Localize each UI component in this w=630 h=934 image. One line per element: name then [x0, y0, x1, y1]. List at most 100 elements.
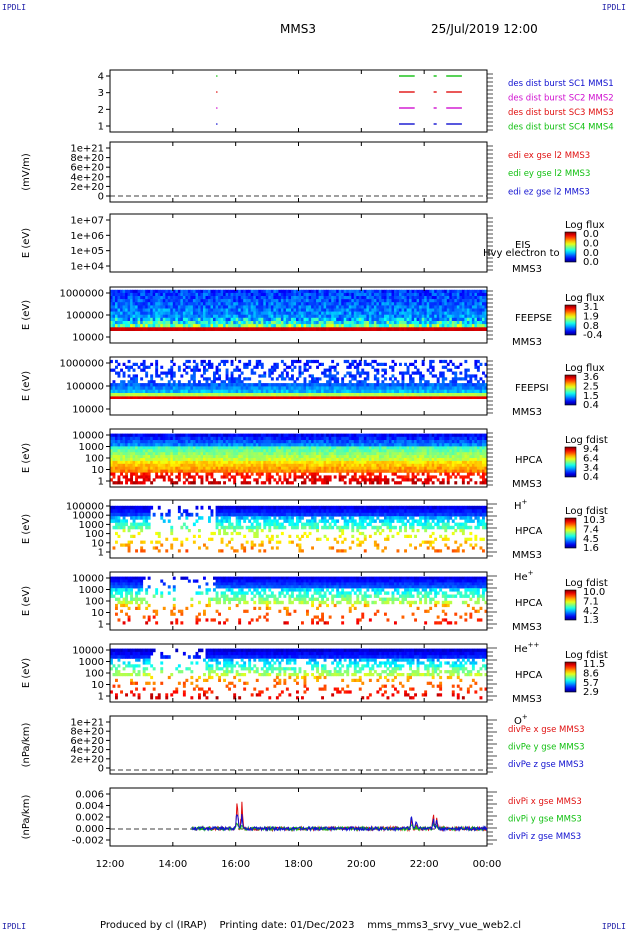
spectrogram-cell	[263, 311, 267, 315]
spectrogram-cell	[366, 389, 370, 394]
spectrogram-cell	[253, 455, 257, 459]
spectrogram-cell	[401, 317, 405, 322]
spectrogram-cell	[469, 299, 473, 303]
spectrogram-cell	[341, 436, 345, 441]
spectrogram-cell	[358, 389, 362, 394]
spectrogram-cell	[429, 452, 433, 456]
spectrogram-cell	[394, 324, 397, 328]
spectrogram-cell	[265, 305, 269, 309]
spectrogram-cell	[353, 433, 357, 438]
spectrogram-cell	[298, 469, 302, 473]
spectrogram-cell	[426, 380, 430, 384]
spectrogram-cell	[147, 311, 151, 315]
spectrogram-cell	[291, 302, 294, 306]
spectrogram-cell	[331, 460, 335, 465]
spectrogram-cell	[122, 324, 126, 328]
spectrogram-cell	[394, 393, 397, 397]
spectrogram-cell	[203, 446, 206, 450]
spectrogram-cell	[479, 296, 483, 300]
spectrogram-cell	[268, 469, 272, 473]
spectrogram-cell	[243, 308, 247, 312]
spectrogram-cell	[127, 458, 131, 462]
spectrogram-cell	[145, 436, 149, 441]
spectrogram-cell	[245, 314, 249, 319]
spectrogram-cell	[240, 324, 244, 328]
spectrogram-cell	[223, 469, 226, 473]
spectrogram-cell	[137, 452, 141, 456]
spectrogram-cell	[270, 317, 274, 322]
spectrogram-cell	[394, 452, 397, 456]
spectrogram-cell	[291, 374, 294, 378]
spectrogram-cell	[479, 443, 483, 447]
spectrogram-cell	[235, 433, 239, 438]
spectrogram-cell	[326, 386, 329, 390]
spectrogram-cell	[378, 314, 382, 319]
spectrogram-cell	[180, 469, 184, 473]
spectrogram-cell	[351, 433, 355, 438]
spectrogram-cell	[378, 443, 382, 447]
spectrogram-cell	[298, 324, 302, 328]
spectrogram-cell	[253, 317, 257, 322]
spectrogram-cell	[333, 449, 337, 453]
spectrogram-cell	[439, 302, 443, 306]
spectrogram-cell	[341, 380, 345, 384]
spectrogram-cell	[147, 380, 151, 384]
spectrogram-cell	[371, 446, 375, 450]
spectrogram-cell	[303, 440, 307, 444]
spectrogram-cell	[378, 460, 382, 465]
spectrogram-cell	[298, 305, 302, 309]
spectrogram-cell	[436, 386, 440, 390]
spectrogram-cell	[406, 317, 410, 322]
spectrogram-cell	[298, 458, 302, 462]
spectrogram-cell	[321, 455, 324, 459]
spectrogram-cell	[449, 308, 453, 312]
spectrogram-cell	[250, 302, 254, 306]
spectrogram-cell	[213, 433, 216, 438]
spectrogram-cell	[137, 463, 141, 467]
spectrogram-cell	[434, 455, 438, 459]
spectrogram-cell	[280, 389, 284, 394]
spectrogram-cell	[378, 463, 382, 467]
spectrogram-cell	[220, 443, 224, 447]
spectrogram-cell	[195, 433, 199, 438]
spectrogram-cell	[306, 292, 309, 297]
spectrogram-cell	[260, 446, 264, 450]
spectrogram-cell	[401, 380, 405, 384]
spectrogram-cell	[230, 359, 234, 364]
spectrogram-cell	[326, 317, 329, 322]
spectrogram-cell	[298, 289, 302, 294]
spectrogram-cell	[125, 305, 128, 309]
spectrogram-cell	[391, 368, 395, 372]
spectrogram-cell	[404, 292, 407, 297]
spectrogram-cell	[260, 317, 264, 322]
spectrogram-cell	[142, 292, 146, 297]
spectrogram-cell	[356, 393, 360, 397]
spectrogram-cell	[386, 302, 390, 306]
spectrogram-cell	[185, 359, 189, 364]
corner-label-top-left: IPDLI	[2, 3, 27, 12]
spectrogram-cell	[147, 440, 151, 444]
spectrogram-cell	[426, 296, 430, 300]
spectrogram-cell	[170, 305, 174, 309]
spectrogram-cell	[115, 463, 118, 467]
spectrogram-cell	[260, 302, 264, 306]
spectrogram-cell	[228, 321, 231, 325]
spectrogram-cell	[228, 292, 231, 297]
spectrogram-cell	[210, 292, 214, 297]
spectrogram-cell	[429, 289, 433, 294]
spectrogram-cell	[245, 308, 249, 312]
spectrogram-cell	[205, 317, 209, 322]
spectrogram-cell	[439, 436, 443, 441]
spectrogram-cell	[328, 458, 332, 462]
spectrogram-cell	[220, 302, 224, 306]
spectrogram-cell	[293, 321, 297, 325]
spectrogram-cell	[177, 289, 181, 294]
spectrogram-cell	[150, 466, 154, 470]
spectrogram-cell	[414, 311, 417, 315]
spectrogram-cell	[353, 311, 357, 315]
spectrogram-cell	[187, 443, 191, 447]
spectrogram-cell	[185, 324, 189, 328]
spectrogram-cell	[218, 305, 221, 309]
spectrogram-cell	[444, 393, 448, 397]
spectrogram-cell	[245, 296, 249, 300]
